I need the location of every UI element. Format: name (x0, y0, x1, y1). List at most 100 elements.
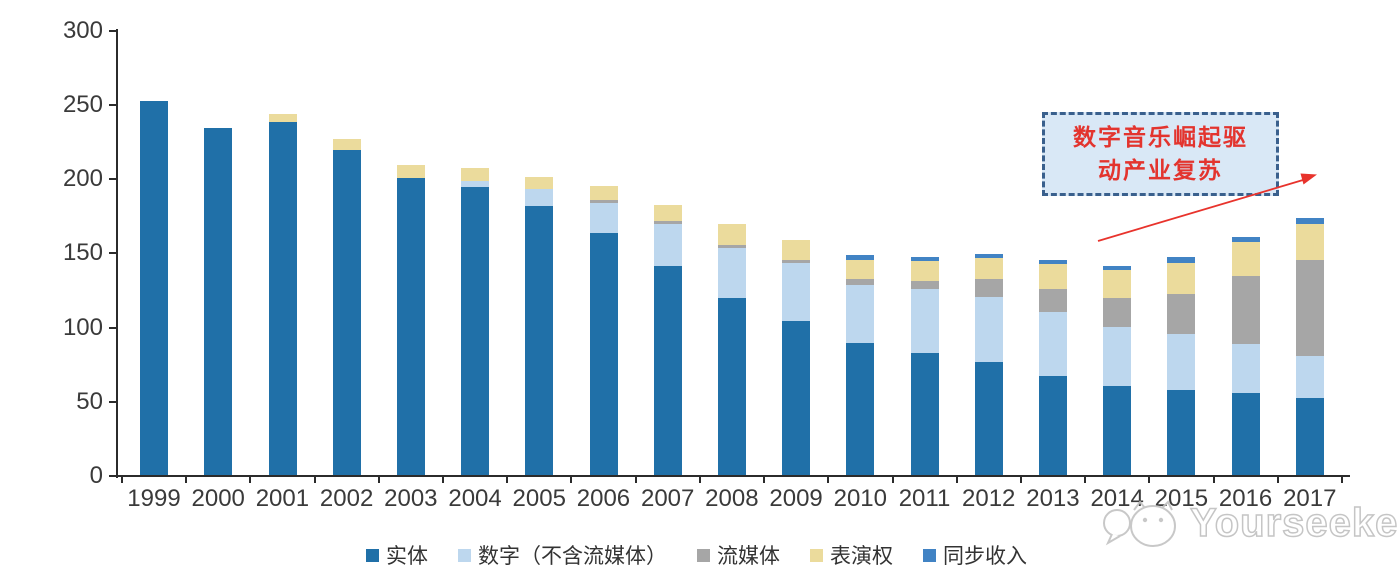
bar-segment (1231, 276, 1260, 345)
x-tick-mark (1019, 476, 1022, 483)
y-tick-label: 200 (62, 165, 103, 193)
bar-2008 (717, 224, 746, 475)
x-tick-label: 2006 (576, 485, 631, 512)
bar-segment (589, 233, 618, 475)
legend-item: 表演权 (810, 540, 893, 570)
bar-segment (1167, 262, 1196, 294)
bar-2006 (589, 185, 618, 475)
legend-label: 流媒体 (717, 545, 780, 568)
x-tick-mark (570, 476, 573, 483)
bar-segment (461, 181, 490, 187)
bar-segment (1103, 298, 1132, 327)
x-tick-label: 2005 (512, 485, 566, 512)
bar-2012 (974, 253, 1003, 475)
bar-segment (717, 224, 746, 245)
y-tick-label: 100 (62, 313, 103, 341)
y-tick-mark (109, 252, 117, 255)
legend-item: 数字（不含流媒体） (458, 540, 667, 570)
bar-segment (268, 114, 297, 122)
y-tick-mark (109, 326, 117, 329)
legend-item: 实体 (366, 540, 428, 570)
bar-segment (717, 247, 746, 299)
bar-2014 (1103, 265, 1132, 475)
x-tick-label: 2013 (1026, 485, 1080, 512)
bar-2010 (846, 255, 875, 475)
bar-segment (782, 262, 811, 321)
bar-segment (1295, 224, 1324, 260)
x-tick-mark (698, 476, 701, 483)
y-tick-mark (109, 29, 117, 32)
bar-2000 (204, 127, 233, 475)
annotation-line-2: 动产业复苏 (1098, 157, 1223, 183)
bar-segment (461, 167, 490, 182)
x-tick-mark (763, 476, 766, 483)
bar-segment (653, 265, 682, 475)
bar-segment (204, 127, 233, 475)
bar-2015 (1167, 256, 1196, 475)
bar-segment (1103, 265, 1132, 271)
bar-segment (653, 221, 682, 225)
legend-label: 表演权 (830, 545, 893, 568)
bar-segment (974, 362, 1003, 475)
legend-label: 数字（不含流媒体） (478, 545, 667, 568)
bar-2009 (782, 240, 811, 475)
bar-2011 (910, 256, 939, 475)
watermark-text: Yourseeker (1189, 500, 1398, 546)
bar-segment (1167, 256, 1196, 263)
legend-swatch-icon (366, 548, 379, 562)
bar-segment (525, 188, 554, 207)
bar-segment (653, 224, 682, 266)
y-tick-label: 300 (62, 16, 103, 44)
legend-item: 流媒体 (697, 540, 780, 570)
x-tick-mark (506, 476, 509, 483)
bar-segment (1103, 270, 1132, 299)
x-tick-label: 2009 (769, 485, 823, 512)
x-tick-mark (1084, 476, 1087, 483)
legend: 实体 数字（不含流媒体） 流媒体 表演权 同步收入 (366, 540, 1027, 570)
bar-segment (846, 285, 875, 343)
bar-segment (846, 342, 875, 475)
bar-segment (1295, 397, 1324, 475)
x-tick-label: 2000 (191, 485, 245, 512)
legend-label: 实体 (386, 545, 428, 568)
x-tick-label: 2017 (1283, 485, 1337, 512)
y-tick-mark (109, 103, 117, 106)
x-axis-line (110, 475, 1350, 477)
bar-segment (974, 279, 1003, 297)
bar-2007 (653, 204, 682, 475)
x-tick-label: 2011 (898, 485, 951, 512)
bar-segment (1039, 289, 1068, 312)
bar-segment (1167, 390, 1196, 475)
annotation-line-1: 数字音乐崛起驱 (1073, 123, 1248, 150)
bar-segment (1231, 344, 1260, 394)
x-tick-mark (121, 476, 123, 483)
x-tick-mark (249, 476, 252, 483)
legend-swatch-icon (697, 548, 710, 562)
x-tick-mark (1340, 476, 1343, 483)
bar-segment (846, 255, 875, 260)
y-tick-label: 150 (62, 239, 103, 267)
x-tick-label: 2004 (448, 485, 502, 512)
bar-segment (782, 320, 811, 475)
x-tick-label: 2014 (1090, 485, 1144, 512)
x-tick-mark (634, 476, 637, 483)
y-tick-mark (109, 475, 117, 477)
bar-segment (589, 185, 618, 201)
bar-segment (910, 280, 939, 290)
bar-2001 (268, 114, 297, 475)
bar-segment (1039, 264, 1068, 290)
x-tick-label: 2016 (1218, 485, 1273, 512)
bar-segment (717, 298, 746, 475)
bar-segment (1103, 385, 1132, 475)
x-tick-mark (891, 476, 894, 483)
bar-segment (782, 240, 811, 260)
bar-segment (717, 244, 746, 248)
bar-segment (1295, 356, 1324, 398)
x-tick-label: 2002 (319, 485, 374, 512)
bar-segment (140, 100, 169, 475)
bar-segment (653, 204, 682, 222)
bar-2005 (525, 176, 554, 475)
x-tick-label: 2001 (255, 485, 310, 512)
bar-segment (396, 178, 425, 475)
